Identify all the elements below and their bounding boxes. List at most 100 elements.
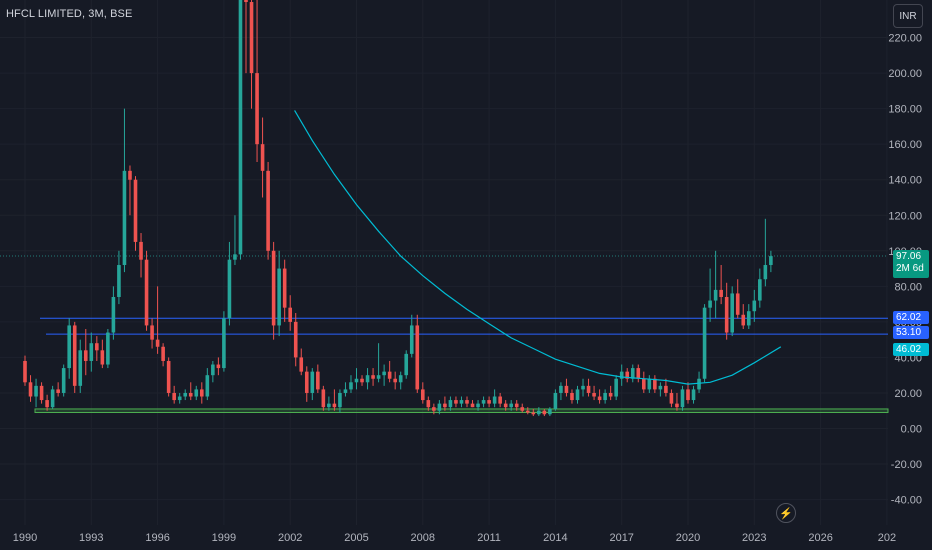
candle-body <box>525 410 530 413</box>
candle-body <box>50 389 55 408</box>
candle-body <box>332 403 337 408</box>
candle-body <box>614 378 618 397</box>
candle-body <box>293 321 298 358</box>
candle-body <box>509 403 513 408</box>
x-tick-label: 2008 <box>411 532 435 544</box>
candle-body <box>448 400 453 408</box>
candle-body <box>304 371 309 393</box>
candle-body <box>691 389 696 401</box>
candle-body <box>730 293 734 333</box>
x-tick-label: 2020 <box>676 532 700 544</box>
candle-body <box>45 400 49 408</box>
candle-body <box>443 403 447 408</box>
candle-body <box>144 259 149 326</box>
candle-body <box>128 170 132 180</box>
horizontal-levels <box>0 255 889 414</box>
candle-body <box>514 403 519 408</box>
candle-body <box>669 392 674 404</box>
candle-body <box>636 368 641 379</box>
candle-body <box>277 268 281 326</box>
candle-body <box>133 179 138 242</box>
candle-body <box>476 403 480 408</box>
currency-button[interactable]: INR <box>893 4 923 28</box>
candle-body <box>702 307 707 379</box>
candle-body <box>537 410 541 415</box>
candle-body <box>255 73 259 145</box>
moving-average-tag: 46.02 <box>893 343 929 356</box>
candle-body <box>150 325 154 340</box>
candle-body <box>492 396 497 404</box>
candle-body <box>697 378 701 390</box>
bar-countdown: 2M 6d <box>896 263 924 274</box>
y-tick-label: 180.00 <box>888 104 922 116</box>
candle-body <box>282 268 287 308</box>
moving-average-path <box>294 110 782 385</box>
candle-body <box>548 408 552 415</box>
candle-body <box>117 265 121 298</box>
candle-body <box>67 325 71 369</box>
lightning-icon[interactable]: ⚡ <box>776 503 796 523</box>
y-tick-label: 160.00 <box>888 139 922 151</box>
candle-body <box>222 318 226 369</box>
candle-body <box>83 350 88 361</box>
moving-average-line <box>294 110 782 385</box>
candle-body <box>553 392 558 409</box>
candle-body <box>56 389 60 393</box>
candle-body <box>166 360 171 393</box>
candle-body <box>735 293 740 315</box>
candle-body <box>106 332 110 365</box>
candle-body <box>675 403 679 408</box>
candle-body <box>619 371 624 379</box>
candle-body <box>592 392 596 397</box>
candle-body <box>177 396 182 401</box>
candle-body <box>211 364 215 376</box>
candle-body <box>658 385 663 390</box>
candle-body <box>531 412 536 415</box>
candle-body <box>625 371 630 379</box>
y-tick-label: 120.00 <box>888 210 922 222</box>
candle-body <box>713 289 718 301</box>
x-axis[interactable]: 1990 1993 1996 1999 2002 2005 2008 2011 2014 2017… <box>13 532 896 544</box>
candle-body <box>227 259 232 319</box>
candle-body <box>642 378 646 390</box>
candle-body <box>316 371 320 390</box>
candle-body <box>23 360 27 383</box>
candle-body <box>266 170 270 251</box>
candle-body <box>205 375 210 397</box>
y-tick-label: 220.00 <box>888 33 922 45</box>
candle-body <box>354 378 359 383</box>
x-tick-label: 2005 <box>344 532 368 544</box>
candle-body <box>183 392 188 397</box>
x-tick-label: 2011 <box>477 532 501 544</box>
y-tick-label: -20.00 <box>891 459 922 471</box>
candle-body <box>139 241 143 260</box>
candle-body <box>338 392 342 408</box>
y-tick-label: 140.00 <box>888 175 922 187</box>
candle-body <box>763 265 768 280</box>
y-tick-label: 20.00 <box>894 388 922 400</box>
candle-body <box>360 378 364 383</box>
candle-body <box>310 371 315 393</box>
candle-body <box>61 368 66 393</box>
candle-body <box>564 385 569 393</box>
candle-body <box>465 400 469 404</box>
level-lower-tag: 53.10 <box>893 326 929 339</box>
candle-body <box>520 407 525 411</box>
candle-body <box>155 339 160 347</box>
candle-body <box>608 392 613 397</box>
candle-body <box>349 382 353 390</box>
candle-body <box>481 400 486 404</box>
candle-body <box>454 400 458 404</box>
candle-body <box>409 325 414 354</box>
candle-body <box>216 364 221 369</box>
candle-body <box>570 392 574 401</box>
x-tick-label: 202 <box>878 532 896 544</box>
candle-body <box>34 385 38 397</box>
candle-body <box>249 2 254 74</box>
x-tick-label: 1996 <box>145 532 169 544</box>
y-axis[interactable]: 220.00200.00180.00160.00140.00120.00100.… <box>888 33 922 507</box>
candle-body <box>327 403 331 408</box>
candle-body <box>708 300 712 308</box>
candle-body <box>769 256 773 266</box>
